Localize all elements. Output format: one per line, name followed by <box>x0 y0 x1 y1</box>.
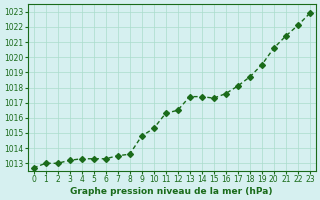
X-axis label: Graphe pression niveau de la mer (hPa): Graphe pression niveau de la mer (hPa) <box>70 187 273 196</box>
